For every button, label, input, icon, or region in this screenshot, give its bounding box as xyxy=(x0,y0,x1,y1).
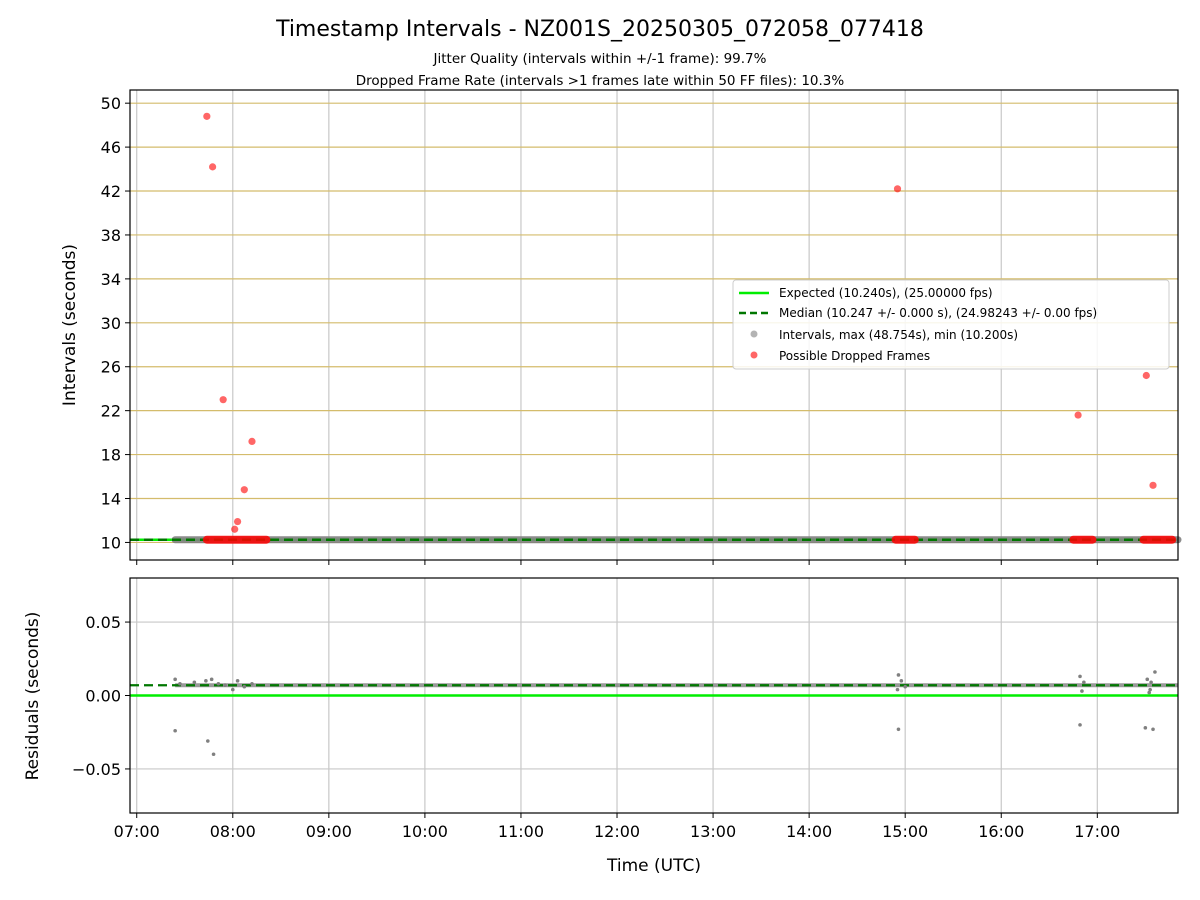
residual-point xyxy=(903,684,907,689)
x-tick-label: 14:00 xyxy=(786,822,832,841)
residual-point xyxy=(1082,680,1086,685)
residual-point xyxy=(173,728,177,733)
x-tick-label: 17:00 xyxy=(1074,822,1120,841)
top-y-tick-label: 34 xyxy=(101,270,121,289)
residual-point xyxy=(204,679,208,683)
bottom-plot-y-ticks: −0.05 0.00 0.05 xyxy=(72,613,130,779)
top-y-tick-label: 22 xyxy=(101,402,121,421)
residual-point xyxy=(216,681,221,686)
top-y-tick-label: 42 xyxy=(101,182,121,201)
legend-dropped-marker xyxy=(750,351,758,359)
residual-point xyxy=(896,673,901,677)
chart-title: Timestamp Intervals - NZ001S_20250305_07… xyxy=(275,17,924,42)
top-plot-x-ticks xyxy=(136,560,1098,565)
top-plot-y-ticks: 10 14 18 22 26 30 34 38 42 46 50 xyxy=(101,94,130,552)
x-axis-label: Time (UTC) xyxy=(606,856,701,876)
x-tick-label: 12:00 xyxy=(594,822,640,841)
legend-median-label: Median (10.247 +/- 0.000 s), (24.98243 +… xyxy=(779,306,1097,320)
residual-point xyxy=(896,727,901,732)
residual-point xyxy=(211,752,216,757)
bottom-y-tick-label: −0.05 xyxy=(72,760,121,779)
residual-point xyxy=(209,677,214,682)
top-y-axis-label: Intervals (seconds) xyxy=(60,244,80,406)
residual-point xyxy=(1080,689,1084,693)
x-tick-label: 10:00 xyxy=(402,822,448,841)
residual-point xyxy=(235,679,240,683)
residual-point xyxy=(1148,687,1152,692)
legend-expected-label: Expected (10.240s), (25.00000 fps) xyxy=(779,286,993,300)
legend: Expected (10.240s), (25.00000 fps) Media… xyxy=(732,279,1170,370)
residual-point xyxy=(242,684,247,689)
legend-intervals-marker xyxy=(750,330,758,338)
residual-point xyxy=(1143,726,1148,730)
top-plot-points xyxy=(202,112,1177,544)
bottom-plot-x-ticks: 07:00 08:00 09:00 10:00 11:00 12:00 13:00 14:00… xyxy=(114,813,1120,841)
dropped-frame-point xyxy=(1142,371,1150,380)
residual-point xyxy=(1149,680,1153,685)
legend-box xyxy=(732,279,1170,370)
dropped-frame-point xyxy=(893,185,902,193)
residual-point xyxy=(230,687,235,692)
chart-subtitle-1: Jitter Quality (intervals within +/-1 fr… xyxy=(433,51,767,67)
residual-point xyxy=(223,683,227,688)
bottom-plot-reference-lines xyxy=(130,683,1178,697)
dropped-frame-point xyxy=(209,163,217,171)
top-y-tick-label: 38 xyxy=(101,226,121,245)
dropped-frame-point xyxy=(231,525,239,533)
residual-point xyxy=(1145,677,1150,682)
residual-point xyxy=(899,679,904,683)
top-y-tick-label: 50 xyxy=(101,94,121,113)
residual-point xyxy=(1078,674,1082,679)
dropped-frame-point xyxy=(248,437,256,446)
residual-point xyxy=(895,687,900,692)
x-tick-label: 09:00 xyxy=(306,822,352,841)
top-y-tick-label: 46 xyxy=(101,138,121,157)
residual-point xyxy=(206,739,210,743)
top-y-tick-label: 10 xyxy=(101,533,121,552)
residual-point xyxy=(1147,690,1151,695)
residual-point xyxy=(1151,727,1155,732)
residual-point xyxy=(250,681,254,686)
dropped-frame-point xyxy=(1149,481,1157,489)
x-tick-label: 15:00 xyxy=(882,822,928,841)
top-y-tick-label: 18 xyxy=(101,446,121,465)
residual-point xyxy=(1078,723,1082,727)
bottom-y-axis-label: Residuals (seconds) xyxy=(23,612,43,781)
x-tick-label: 11:00 xyxy=(498,822,544,841)
dropped-frame-point xyxy=(1074,411,1082,419)
x-tick-label: 08:00 xyxy=(210,822,256,841)
residual-point xyxy=(173,677,177,682)
x-tick-label: 07:00 xyxy=(114,822,160,841)
bottom-plot-points xyxy=(173,670,1157,757)
bottom-y-tick-label: 0.05 xyxy=(85,613,121,632)
dropped-frame-point xyxy=(203,112,211,120)
dropped-frame-point xyxy=(219,396,227,404)
x-tick-label: 13:00 xyxy=(690,822,736,841)
dropped-frame-point xyxy=(240,486,248,494)
residual-point xyxy=(192,680,197,685)
legend-dropped-label: Possible Dropped Frames xyxy=(779,349,930,363)
residual-point xyxy=(1153,670,1157,674)
x-tick-label: 16:00 xyxy=(978,822,1024,841)
dropped-frame-point xyxy=(233,517,242,526)
legend-intervals-label: Intervals, max (48.754s), min (10.200s) xyxy=(779,328,1018,342)
top-plot-frame xyxy=(129,89,1179,561)
residual-point xyxy=(178,681,182,686)
top-y-tick-label: 30 xyxy=(101,314,121,333)
top-y-tick-label: 14 xyxy=(101,490,121,509)
top-y-tick-label: 26 xyxy=(101,358,121,377)
bottom-y-tick-label: 0.00 xyxy=(85,687,121,706)
chart-subtitle-2: Dropped Frame Rate (intervals >1 frames … xyxy=(356,73,845,89)
